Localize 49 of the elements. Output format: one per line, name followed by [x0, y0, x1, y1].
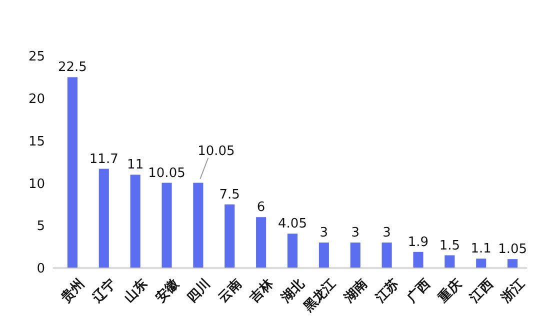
bar [413, 252, 424, 268]
data-label: 7.5 [219, 187, 240, 202]
x-tick-label: 浙江 [498, 276, 528, 306]
bar [287, 234, 298, 268]
data-label: 10.05 [148, 166, 186, 181]
bar [382, 242, 392, 268]
data-label: 3 [351, 226, 360, 241]
bar [508, 259, 518, 268]
bar [444, 255, 455, 268]
bar [318, 242, 329, 268]
y-tick-label: 15 [28, 134, 45, 150]
data-label: 4.05 [278, 216, 307, 232]
x-tick-label: 四川 [184, 276, 214, 306]
bar [162, 182, 172, 268]
data-label: 1.05 [498, 242, 528, 258]
x-tick-label: 山东 [120, 276, 151, 306]
y-tick-label: 25 [28, 50, 45, 65]
x-tick-label: 广西 [403, 276, 434, 306]
x-tick-label: 江西 [466, 276, 496, 306]
y-tick-label: 0 [36, 262, 45, 277]
data-label: 3 [382, 226, 391, 241]
x-tick-label: 贵州 [57, 276, 88, 306]
y-tick-label: 10 [28, 176, 45, 192]
x-tick-label: 云南 [216, 276, 245, 306]
bar [67, 77, 78, 268]
data-label: 1.5 [439, 238, 460, 254]
data-label: 3 [320, 226, 328, 241]
data-label: 11 [127, 158, 144, 173]
data-label: 6 [256, 200, 266, 216]
data-label: 1.9 [408, 234, 429, 250]
bar [98, 168, 109, 268]
bar [476, 258, 486, 268]
bar [193, 182, 204, 268]
x-tick-label: 湖南 [340, 276, 371, 306]
y-tick-label: 5 [36, 219, 45, 234]
data-label: 11.7 [89, 152, 118, 167]
data-label: 1.1 [470, 242, 492, 257]
bar [224, 204, 235, 268]
x-tick-label: 安徽 [152, 275, 183, 306]
bar [256, 217, 266, 268]
data-label: 22.5 [58, 60, 87, 76]
x-tick-label: 重庆 [434, 276, 465, 306]
bar [130, 174, 140, 268]
y-tick-label: 20 [28, 92, 45, 107]
x-tick-label: 江苏 [372, 276, 402, 306]
x-tick-label: 吉林 [246, 276, 278, 306]
x-tick-label: 辽宁 [88, 276, 120, 306]
data-label: 10.05 [198, 144, 235, 159]
bar [350, 242, 360, 268]
